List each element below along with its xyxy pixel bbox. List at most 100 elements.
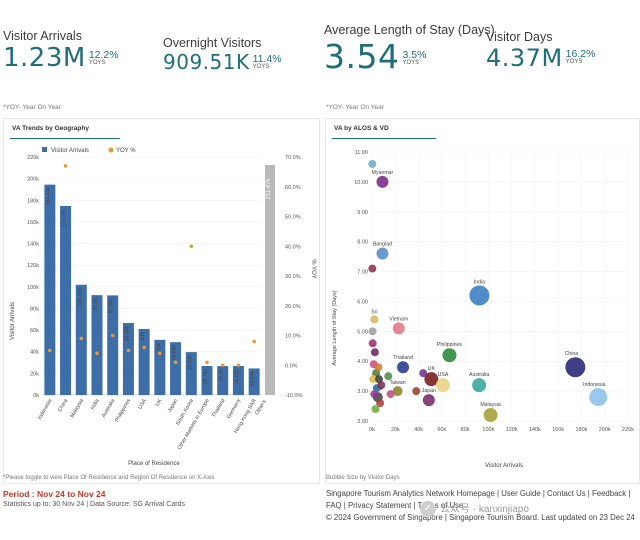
yoy-note-right: *YOY- Year On Year xyxy=(326,104,384,111)
bar-other-markets-in-europe[interactable] xyxy=(201,366,213,395)
yoy-dot[interactable] xyxy=(79,336,84,341)
bubble-minor-market[interactable] xyxy=(419,369,428,378)
yoy-dot[interactable] xyxy=(110,333,115,338)
bar-south-korea[interactable] xyxy=(185,352,197,395)
kpi-yoy-label: YOYS xyxy=(402,60,420,66)
feedback-link[interactable]: Feedback xyxy=(591,489,627,498)
bar-y2-tick-label: 50.0% xyxy=(285,215,301,221)
bubble-minor-market[interactable] xyxy=(368,327,377,336)
bubble-thailand[interactable] xyxy=(397,361,410,374)
bubble-minor-market[interactable] xyxy=(368,159,377,168)
bar-uk[interactable] xyxy=(154,339,166,395)
bar-philippines[interactable] xyxy=(122,322,134,395)
yoy-dot[interactable] xyxy=(48,348,52,353)
bar-japan[interactable] xyxy=(170,342,182,395)
bubble-chart[interactable]: 11.00 10.00 9.00 8.00 7.00 6.00 5.00 4.00 3.00 2.… xyxy=(326,119,639,483)
bar-y-tick-label: 20k xyxy=(30,371,39,377)
bar-indonesia[interactable] xyxy=(44,184,56,395)
bubble-banglad[interactable] xyxy=(376,247,389,260)
bubble-minor-market[interactable] xyxy=(370,348,379,357)
bar-chart[interactable]: 220k 200k 180k 160k 140k 120k 100k 80k 60k 40k 20k… xyxy=(4,119,319,483)
others-bar-value-label: 211.47k xyxy=(266,178,272,200)
bubble-minor-market[interactable] xyxy=(384,372,393,381)
faq-link[interactable]: FAQ xyxy=(326,501,342,510)
bubble-myanmar[interactable] xyxy=(376,175,389,188)
bar-thailand[interactable] xyxy=(217,366,229,395)
bubble-minor-market[interactable] xyxy=(371,405,380,414)
yoy-dot[interactable] xyxy=(142,345,146,350)
bubble-indonesia[interactable] xyxy=(589,388,608,407)
bar-x-axis-title: Place of Residence xyxy=(128,461,180,467)
watermark: ✓ 公众号 · kanxinjiapo xyxy=(420,500,529,518)
kpi-main: 3.54 3.5% YOYS xyxy=(324,37,495,76)
bubble-x-tick-label: 40k xyxy=(414,427,423,433)
bar-y-tick-label: 0k xyxy=(33,393,39,399)
bubble-minor-market[interactable] xyxy=(376,399,385,408)
bubble-label: UK xyxy=(428,366,436,372)
bar-australia[interactable] xyxy=(107,295,119,395)
bar-category-label: UK xyxy=(155,398,164,408)
bubble-y-tick-label: 9.00 xyxy=(357,210,368,216)
yoy-dot[interactable] xyxy=(205,360,209,365)
contact-us-link[interactable]: Contact Us xyxy=(547,489,586,498)
bar-y-tick-label: 40k xyxy=(30,350,39,356)
bubble-minor-market[interactable] xyxy=(368,264,377,273)
bubble-philippines[interactable] xyxy=(442,348,457,363)
bar-y2-tick-label: 40.0% xyxy=(285,244,301,250)
bar-y2-tick-label: 10.0% xyxy=(285,334,301,340)
bubble-india[interactable] xyxy=(469,285,490,306)
homepage-link[interactable]: Singapore Tourism Analytics Network Home… xyxy=(326,489,495,498)
yoy-dot[interactable] xyxy=(220,363,225,368)
bubble-x-tick-label: 80k xyxy=(461,427,470,433)
bar-value-label: 39.64k xyxy=(187,355,193,371)
toggle-note: *Please toggle to view Place Of Residenc… xyxy=(3,475,215,481)
bubble-china[interactable] xyxy=(565,357,586,378)
bubble-taiwan[interactable] xyxy=(392,386,403,397)
bubble-uk[interactable] xyxy=(424,372,439,387)
yoy-dot[interactable] xyxy=(173,360,178,365)
bar-hong-kong-sar[interactable] xyxy=(248,368,260,395)
bubble-minor-market[interactable] xyxy=(377,381,386,390)
bubble-vietnam[interactable] xyxy=(392,322,405,335)
bubble-minor-market[interactable] xyxy=(369,375,378,384)
bubble-minor-market[interactable] xyxy=(374,363,383,372)
bubble-minor-market[interactable] xyxy=(386,390,395,399)
bubble-y-tick-label: 11.00 xyxy=(355,150,368,156)
bubble-australia[interactable] xyxy=(472,378,487,393)
yoy-dot[interactable] xyxy=(158,351,162,356)
bar-y-tick-label: 160k xyxy=(27,220,39,226)
yoy-dot[interactable] xyxy=(189,244,194,249)
kpi-yoy-label: YOYS xyxy=(88,60,106,66)
bar-germany[interactable] xyxy=(232,365,244,395)
bubble-japan[interactable] xyxy=(422,394,435,407)
bubble-label: Banglad xyxy=(373,242,392,248)
yoy-dot[interactable] xyxy=(63,164,68,168)
statistics-source: Statistics up to: 30 Nov 24 | Data Sourc… xyxy=(3,501,185,508)
others-bar[interactable] xyxy=(265,165,275,395)
bubble-usa[interactable] xyxy=(435,378,450,393)
bubble-x-tick-label: 20k xyxy=(391,427,400,433)
bar-y-tick-label: 140k xyxy=(27,242,39,248)
kpi-main: 4.37M 16.2% YOYS xyxy=(486,44,595,72)
bubble-minor-market[interactable] xyxy=(370,390,379,399)
yoy-dot[interactable] xyxy=(126,348,131,353)
bar-y-tick-label: 120k xyxy=(27,263,39,269)
yoy-dot[interactable] xyxy=(236,363,241,368)
privacy-statement-link[interactable]: Privacy Statement xyxy=(347,501,412,510)
bar-china[interactable] xyxy=(60,205,72,395)
bubble-minor-market[interactable] xyxy=(368,339,377,348)
bubble-x-tick-label: 200k xyxy=(599,427,611,433)
kpi-value: 909.51K xyxy=(163,50,250,74)
bubble-label: Malaysia xyxy=(480,402,501,408)
terms-of-use-link[interactable]: Terms of Use xyxy=(417,501,464,510)
bar-usa[interactable] xyxy=(138,329,150,395)
bubble-y-tick-label: 2.00 xyxy=(357,419,368,425)
yoy-dot[interactable] xyxy=(252,339,256,344)
bubble-sri[interactable] xyxy=(370,315,379,324)
bar-india[interactable] xyxy=(91,295,103,395)
user-guide-link[interactable]: User Guide xyxy=(501,489,541,498)
yoy-dot[interactable] xyxy=(95,351,99,356)
bubble-malaysia[interactable] xyxy=(483,408,498,423)
bar-value-label: 51k xyxy=(156,342,162,351)
bubble-minor-market[interactable] xyxy=(412,387,421,396)
